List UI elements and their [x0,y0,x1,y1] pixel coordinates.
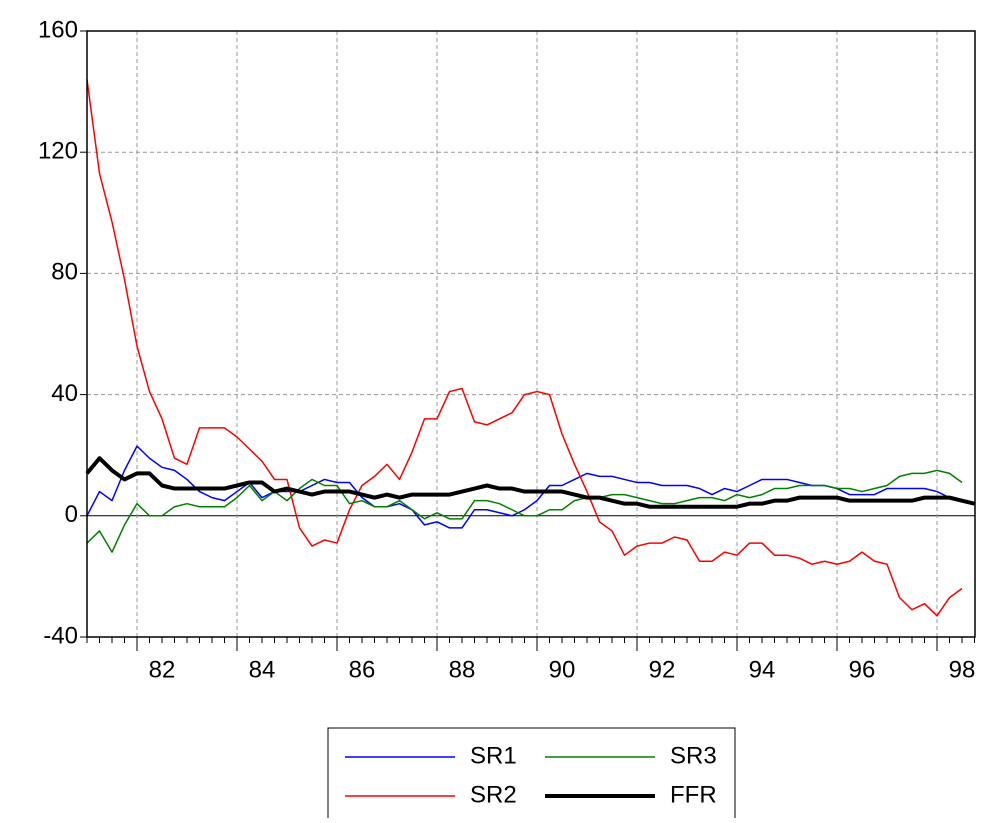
y-tick-label: -40 [43,622,78,649]
series-line [86,79,963,617]
y-tick-label: 40 [51,380,78,407]
legend-label: FFR [670,781,717,808]
y-tick-label: 0 [65,501,78,528]
x-tick-label: 92 [649,656,676,683]
x-tick-label: 86 [349,656,376,683]
series-line [86,469,963,553]
series-line [85,456,975,509]
legend-label: SR1 [470,742,517,769]
y-tick-label: 80 [51,259,78,286]
legend-label: SR3 [670,742,717,769]
x-tick-label: 90 [549,656,576,683]
legend-label: SR2 [470,781,517,808]
legend-box [327,727,736,823]
plot-frame [86,30,976,638]
x-tick-label: 82 [149,656,176,683]
x-tick-label: 88 [449,656,476,683]
x-tick-label: 98 [949,656,976,683]
y-tick-label: 120 [38,138,78,165]
x-tick-label: 94 [749,656,776,683]
y-tick-label: 160 [38,16,78,43]
x-tick-label: 84 [249,656,276,683]
x-tick-label: 96 [849,656,876,683]
